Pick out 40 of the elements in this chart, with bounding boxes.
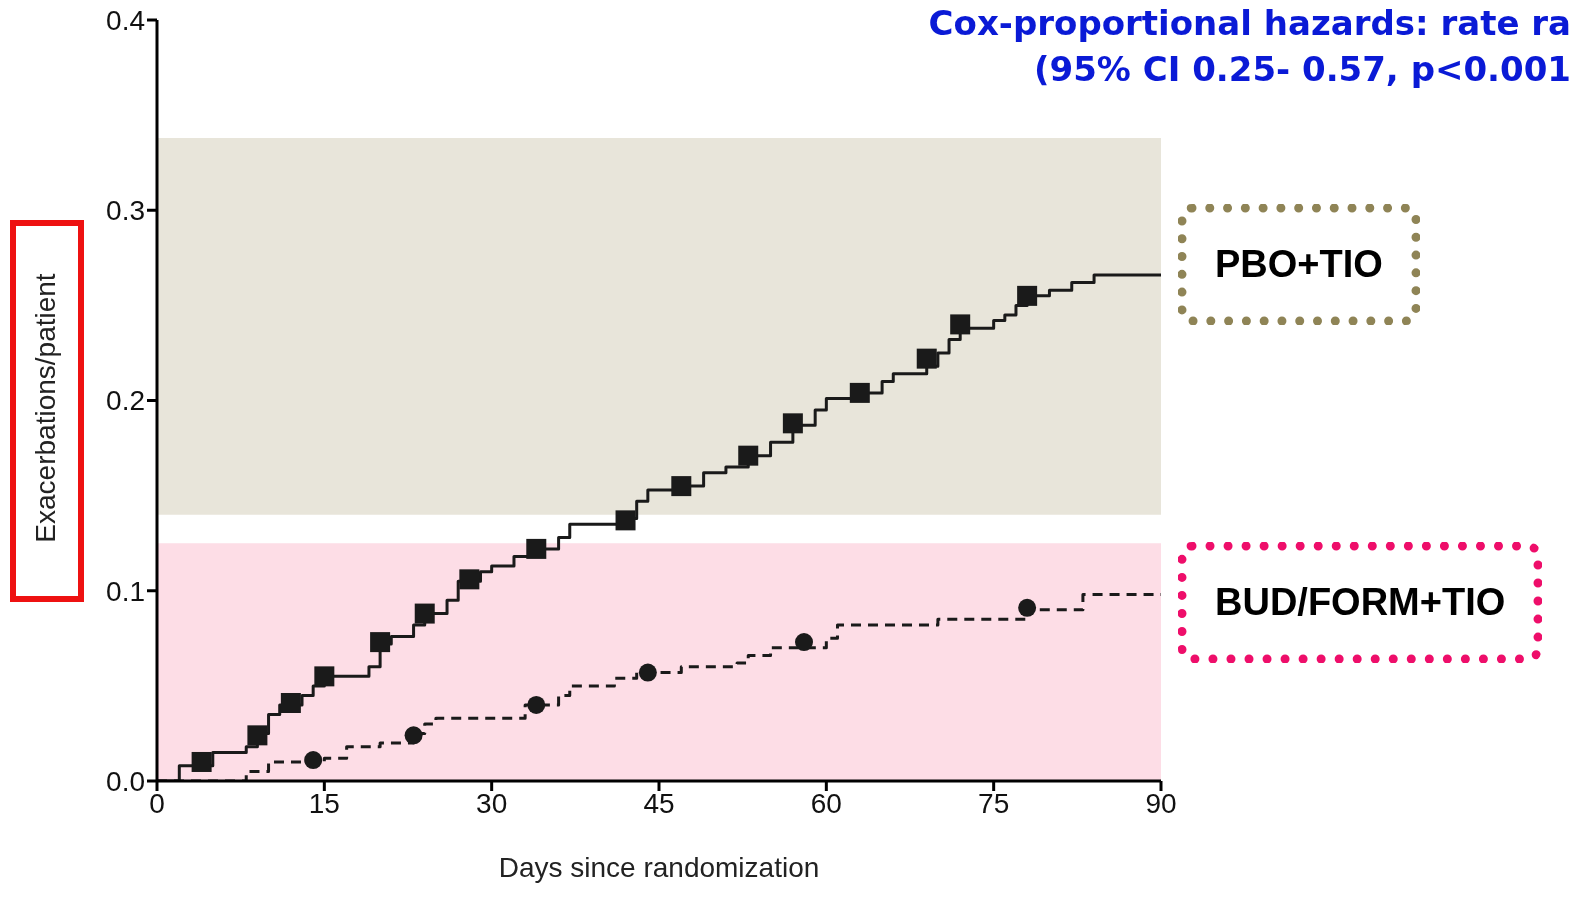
x-tick-label: 0 [149, 787, 165, 819]
x-tick-label: 75 [978, 787, 1010, 819]
x-axis-title: Days since randomization [498, 852, 820, 883]
point [370, 632, 391, 653]
y-tick-label: 0.1 [106, 575, 145, 607]
point [527, 695, 546, 714]
point [738, 445, 759, 466]
point [414, 603, 435, 624]
point [404, 726, 423, 745]
x-tick-label: 60 [810, 787, 842, 819]
point [950, 314, 971, 335]
series-label: BUD/FORM+TIO [1178, 542, 1543, 663]
y-tick-label: 0.3 [106, 195, 145, 227]
x-tick-label: 45 [643, 787, 675, 819]
x-tick-label: 15 [308, 787, 340, 819]
point [795, 633, 814, 652]
point [782, 413, 803, 434]
x-tick-label: 90 [1145, 787, 1177, 819]
point [638, 663, 657, 682]
point [526, 538, 547, 559]
y-tick-label: 0.0 [106, 765, 145, 797]
point [247, 725, 268, 746]
point [191, 751, 212, 772]
point [280, 693, 301, 713]
point [916, 348, 937, 369]
text: (95% CI 0.25- 0.57, p<0.001 [1032, 48, 1571, 91]
point [1017, 285, 1038, 306]
point [314, 666, 335, 687]
point [304, 751, 323, 770]
x-tick-label: 30 [476, 787, 508, 819]
point [849, 382, 870, 403]
point [1018, 598, 1037, 617]
point [671, 476, 692, 497]
y-tick-label: 0.4 [106, 4, 145, 36]
y-axis-title: Exacerbations/patient [30, 272, 62, 545]
y-tick-label: 0.2 [106, 385, 145, 417]
point [459, 569, 480, 590]
text: Cox-proportional hazards: rate ra [928, 2, 1571, 45]
series-label: PBO+TIO [1178, 204, 1420, 325]
point [615, 510, 636, 531]
